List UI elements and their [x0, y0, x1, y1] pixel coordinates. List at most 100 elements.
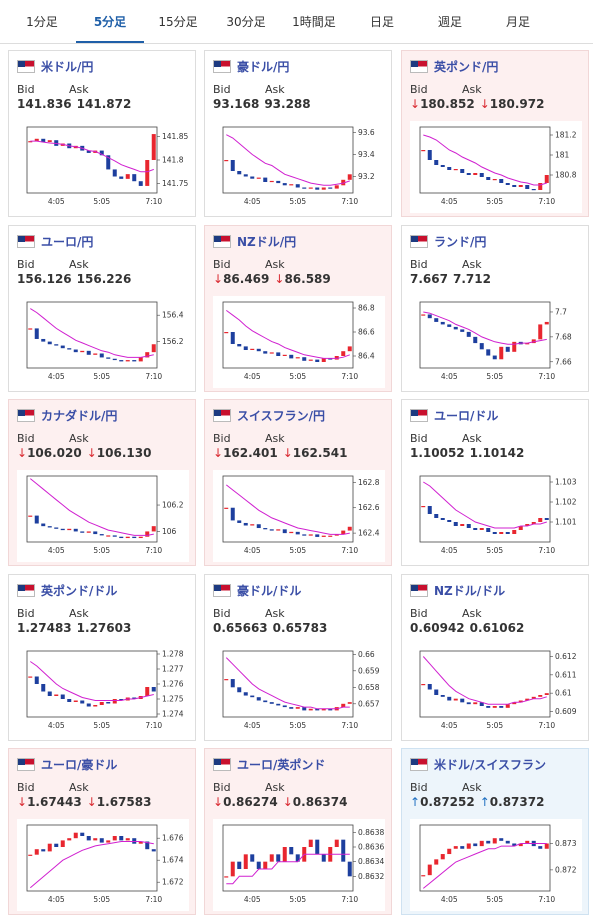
- rate-panel[interactable]: 豪ドル/円 Bid Ask 93.168 93.288 93.2 93.4 93.6 4:05 5…: [204, 50, 392, 217]
- flag-icon: [17, 60, 35, 73]
- candle: [334, 356, 339, 360]
- candle: [47, 140, 52, 143]
- rate-panel[interactable]: 米ドル/スイスフラン Bid Ask ↑0.87252 ↑0.87372 0.872 0.8…: [401, 748, 589, 915]
- candle: [466, 173, 471, 175]
- candle: [34, 328, 39, 339]
- y-tick-label: 1.103: [555, 478, 577, 487]
- y-tick-label: 156.2: [162, 337, 184, 346]
- candle: [518, 843, 523, 847]
- x-tick-label: 7:10: [341, 721, 358, 730]
- candle: [132, 360, 137, 362]
- x-tick-label: 7:10: [538, 546, 555, 555]
- x-tick-label: 7:10: [538, 197, 555, 206]
- bid-value: 1.27483: [17, 621, 72, 635]
- x-tick-label: 7:10: [341, 895, 358, 904]
- mini-chart: 0.8632 0.8634 0.8636 0.8638 4:05 5:05 7:10: [213, 819, 385, 911]
- candle: [263, 351, 268, 354]
- candle: [67, 348, 72, 350]
- candle: [145, 160, 150, 186]
- flag-icon: [213, 409, 231, 422]
- rate-panel[interactable]: NZドル/ドル Bid Ask 0.60942 0.61062 0.609 0.61 0.61…: [401, 574, 589, 741]
- y-tick-label: 181.2: [555, 131, 577, 140]
- moving-average: [423, 481, 547, 529]
- timeframe-tab[interactable]: 1分足: [26, 15, 58, 29]
- y-tick-label: 93.4: [358, 150, 375, 159]
- candle: [525, 185, 530, 189]
- chart-bg: [213, 296, 385, 388]
- bid-quote: ↓162.401: [213, 446, 278, 460]
- candle: [505, 532, 510, 534]
- x-tick-label: 4:05: [441, 197, 458, 206]
- candle: [289, 707, 294, 709]
- timeframe-tab[interactable]: 週足: [437, 15, 462, 29]
- candle: [512, 843, 517, 847]
- candle: [269, 702, 274, 704]
- flag-icon: [213, 758, 231, 771]
- candle: [276, 352, 281, 356]
- candle: [466, 702, 471, 705]
- candle: [321, 187, 326, 190]
- x-tick-label: 7:10: [145, 372, 162, 381]
- chart-bg: [17, 645, 189, 737]
- bid-quote: 1.10052: [410, 446, 465, 460]
- timeframe-tab[interactable]: 日足: [369, 15, 394, 29]
- y-tick-label: 162.8: [358, 478, 380, 487]
- candle: [243, 174, 248, 177]
- candle: [334, 839, 339, 847]
- ask-quote: 141.872: [77, 97, 132, 111]
- candle: [112, 836, 117, 841]
- y-tick-label: 0.8638: [358, 828, 384, 837]
- candle: [453, 169, 458, 171]
- ask-label: Ask: [462, 432, 482, 445]
- pair-title: 米ドル/スイスフラン: [434, 758, 547, 772]
- timeframe-tab[interactable]: 月足: [505, 15, 530, 29]
- quote-values: ↓1.67443 ↓1.67583: [17, 795, 151, 809]
- x-tick-label: 7:10: [145, 721, 162, 730]
- ask-value: 7.712: [452, 272, 491, 286]
- candle: [54, 694, 59, 696]
- candle: [289, 531, 294, 534]
- timeframe-tab[interactable]: 15分足: [158, 15, 198, 29]
- chart-bg: [410, 470, 582, 562]
- rate-panel[interactable]: 豪ドル/ドル Bid Ask 0.65663 0.65783 0.657 0.658 0.65…: [204, 574, 392, 741]
- timeframe-tab[interactable]: 5分足: [76, 0, 144, 43]
- mini-chart: 180.8 181 181.2 4:05 5:05 7:10: [410, 121, 582, 213]
- candle: [479, 343, 484, 350]
- candle: [499, 532, 504, 534]
- candle: [499, 179, 504, 183]
- rate-panel[interactable]: 米ドル/円 Bid Ask 141.836 141.872 141.75 141.8 141.…: [8, 50, 196, 217]
- timeframe-tab[interactable]: 30分足: [226, 15, 266, 29]
- candle: [41, 523, 46, 527]
- candle: [106, 357, 111, 359]
- timeframe-tab[interactable]: 1時間足: [292, 15, 336, 29]
- candle: [289, 184, 294, 186]
- trend-arrow: ↓: [86, 446, 97, 460]
- candle: [86, 703, 91, 707]
- rate-panel[interactable]: ユーロ/ドル Bid Ask 1.10052 1.10142 1.101 1.102 1.10…: [401, 399, 589, 566]
- ask-quote: ↓0.86374: [283, 795, 348, 809]
- bid-quote: 1.27483: [17, 621, 72, 635]
- candle: [230, 861, 235, 877]
- candle: [440, 854, 445, 860]
- rate-panel[interactable]: 英ポンド/ドル Bid Ask 1.27483 1.27603 1.274 1.275 1.2…: [8, 574, 196, 741]
- rate-panel[interactable]: ランド/円 Bid Ask 7.667 7.712 7.66 7.68 7.7 4:05 5:05…: [401, 225, 589, 392]
- candle: [531, 189, 536, 191]
- x-tick-label: 7:10: [538, 372, 555, 381]
- rate-panel[interactable]: スイスフラン/円 Bid Ask ↓162.401 ↓162.541 162.4 162.6…: [204, 399, 392, 566]
- rate-panel[interactable]: カナダドル/円 Bid Ask ↓106.020 ↓106.130 106 106.2 4:0…: [8, 399, 196, 566]
- rate-panel[interactable]: ユーロ/円 Bid Ask 156.126 156.226 156.2 156.4 4:05 5…: [8, 225, 196, 392]
- y-tick-label: 7.7: [555, 307, 567, 316]
- ask-quote: ↓180.972: [480, 97, 545, 111]
- candle: [86, 836, 91, 841]
- rate-panel[interactable]: ユーロ/豪ドル Bid Ask ↓1.67443 ↓1.67583 1.672 1.674 1…: [8, 748, 196, 915]
- x-tick-label: 5:05: [93, 895, 110, 904]
- pair-title: ユーロ/英ポンド: [237, 758, 326, 772]
- rate-panel[interactable]: 英ポンド/円 Bid Ask ↓180.852 ↓180.972 180.8 181 181.…: [401, 50, 589, 217]
- candle: [315, 187, 320, 190]
- rate-panel[interactable]: NZドル/円 Bid Ask ↓86.469 ↓86.589 86.4 86.6 86.8 4:…: [204, 225, 392, 392]
- rate-panel[interactable]: ユーロ/英ポンド Bid Ask ↓0.86274 ↓0.86374 0.8632 0.86…: [204, 748, 392, 915]
- candle: [106, 155, 111, 170]
- candle: [321, 854, 326, 862]
- ask-value: 180.972: [489, 97, 545, 111]
- candle: [302, 534, 307, 536]
